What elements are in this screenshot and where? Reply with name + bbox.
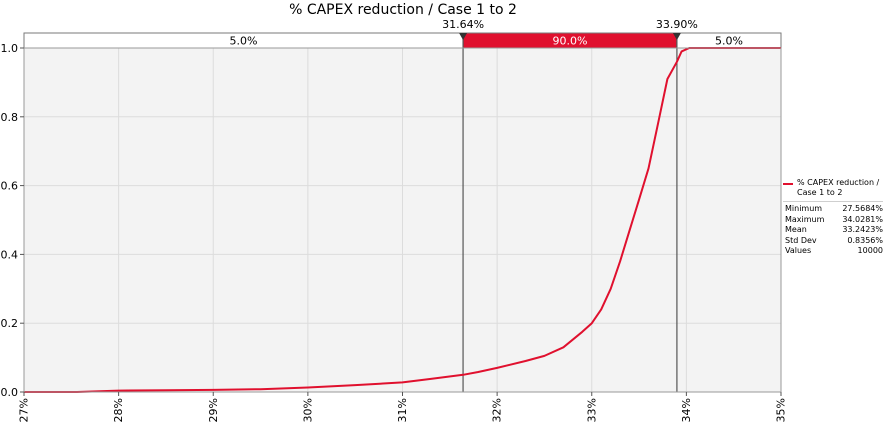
stat-value: 33.2423% [842, 225, 883, 234]
statistics-table: Minimum 27.5684% Maximum 34.0281% Mean 33.242… [783, 204, 883, 257]
chart-title: % CAPEX reduction / Case 1 to 2 [289, 2, 517, 18]
stat-value: 34.0281% [842, 214, 883, 224]
stat-row: Minimum 27.5684% [783, 204, 883, 215]
delimiter-handle-1[interactable] [672, 33, 681, 40]
delimiter-label-0: 31.64% [442, 18, 484, 31]
x-tick-label-2: 29% [207, 398, 220, 422]
axes: 0.0 0.2 0.4 0.6 0.8 1.0 27% 28% 29% 30% 31% 32% 33% 3… [1, 42, 788, 422]
legend-series-entry[interactable]: % CAPEX reduction / Case 1 to 2 [783, 178, 883, 202]
stat-label: Maximum [785, 214, 825, 224]
legend: % CAPEX reduction / Case 1 to 2 Minimum 2… [783, 178, 883, 257]
stat-label: Mean [785, 225, 807, 234]
stat-row: Maximum 34.0281% [783, 215, 883, 226]
y-tick-label-0: 0.0 [1, 386, 19, 399]
x-tick-label-1: 28% [112, 398, 125, 422]
stat-label: Minimum [785, 204, 823, 213]
band-label-0: 5.0% [230, 35, 258, 48]
y-tick-label-4: 0.8 [1, 111, 19, 124]
x-tick-label-7: 34% [680, 398, 693, 422]
y-tick-label-2: 0.4 [1, 248, 19, 261]
x-tick-label-0: 27% [18, 398, 31, 422]
delimiter-label-1: 33.90% [656, 18, 698, 31]
stat-row: Mean 33.2423% [783, 225, 883, 236]
x-tick-label-3: 30% [301, 398, 314, 422]
grid-lines [24, 48, 781, 392]
series-line-0 [24, 47, 781, 393]
stat-value: 27.5684% [842, 204, 883, 213]
percentile-band-bar[interactable]: 5.0% 90.0% 5.0% [23, 32, 782, 49]
x-tick-label-5: 32% [491, 398, 504, 422]
y-tick-label-1: 0.2 [1, 317, 19, 330]
band-label-2: 5.0% [715, 35, 743, 48]
y-tick-label-5: 1.0 [1, 42, 19, 55]
stat-row: Std Dev 0.8356% [783, 236, 883, 247]
legend-series-name: % CAPEX reduction / Case 1 to 2 [797, 178, 880, 197]
legend-swatch [783, 183, 793, 185]
delimiter-handle-0[interactable] [459, 33, 468, 40]
stat-label: Std Dev [785, 235, 817, 245]
stat-value: 10000 [857, 246, 883, 255]
x-tick-label-4: 31% [396, 398, 409, 422]
stat-label: Values [785, 246, 812, 255]
band-label-1: 90.0% [553, 35, 588, 48]
y-tick-label-3: 0.6 [1, 180, 19, 193]
stat-value: 0.8356% [847, 235, 883, 245]
x-tick-label-8: 35% [775, 398, 788, 422]
series-layer [24, 47, 781, 393]
stat-row: Values 10000 [783, 246, 883, 257]
delimiter-lines[interactable]: 31.64% 33.90% [442, 18, 698, 392]
x-tick-label-6: 33% [585, 398, 598, 422]
